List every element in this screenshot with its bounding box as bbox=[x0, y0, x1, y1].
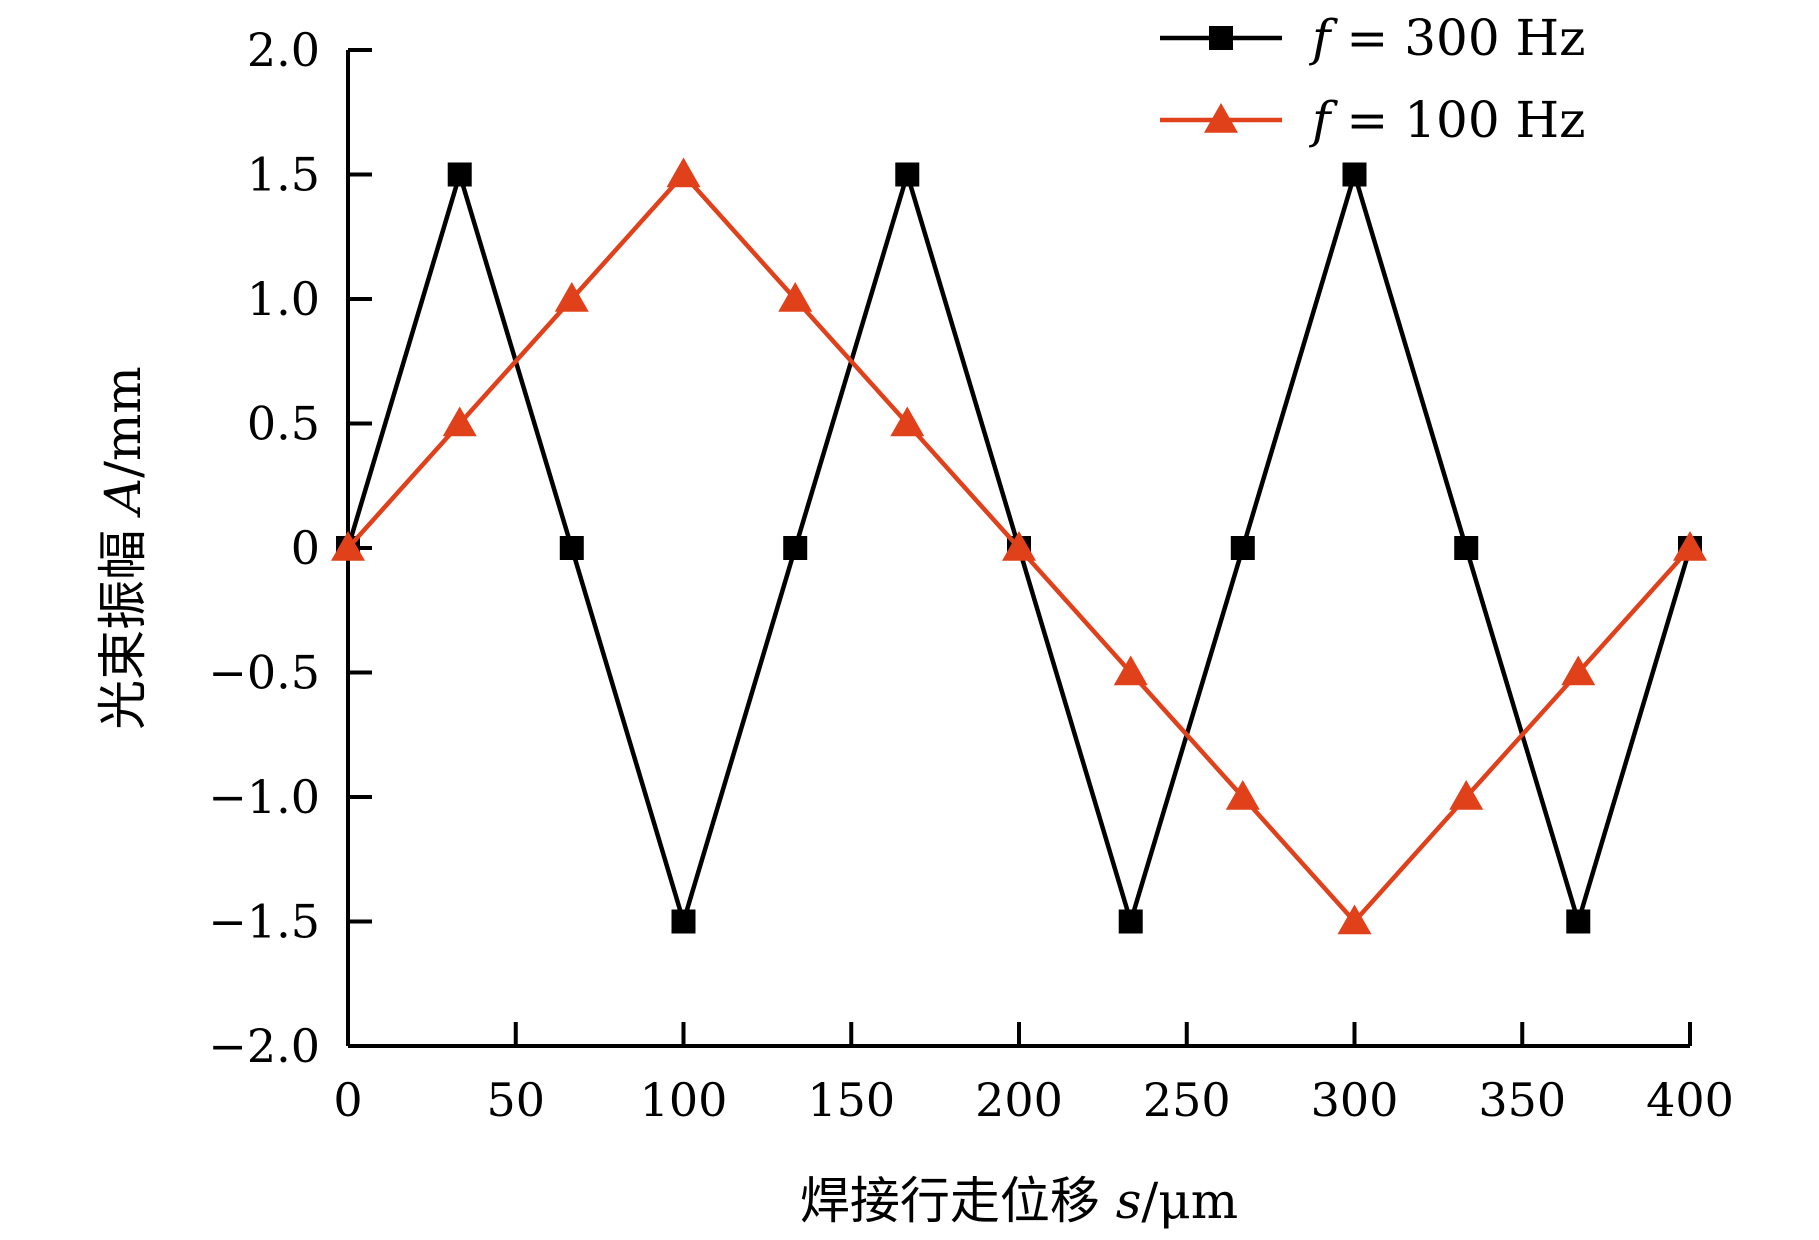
square-marker bbox=[559, 536, 584, 560]
series-layer bbox=[331, 157, 1707, 935]
square-marker bbox=[1454, 536, 1479, 560]
y-tick-label: 0.5 bbox=[247, 397, 320, 451]
square-marker bbox=[671, 909, 696, 934]
triangle-marker bbox=[1673, 531, 1707, 561]
x-tick-label: 400 bbox=[1646, 1073, 1734, 1127]
square-marker bbox=[447, 162, 472, 187]
legend-label: f = 300 Hz bbox=[1308, 9, 1585, 67]
x-tick-label: 350 bbox=[1478, 1073, 1566, 1127]
y-axis-title-unit: /mm bbox=[94, 366, 152, 478]
x-tick-label: 100 bbox=[640, 1073, 728, 1127]
x-axis-title-unit: /μm bbox=[1141, 1172, 1238, 1230]
x-tick-label: 300 bbox=[1311, 1073, 1399, 1127]
x-tick-label: 250 bbox=[1143, 1073, 1231, 1127]
legend-triangle-marker bbox=[1204, 103, 1238, 133]
y-tick-label: 1.5 bbox=[247, 148, 320, 202]
legend-label-rest: = 300 Hz bbox=[1331, 9, 1586, 67]
square-marker bbox=[1342, 162, 1367, 187]
legend-square-marker bbox=[1209, 26, 1233, 50]
triangle-marker bbox=[1337, 904, 1372, 935]
triangle-marker bbox=[442, 406, 477, 437]
axes: 2.01.51.00.50−0.5−1.0−1.5−2.00 50 100 150 20… bbox=[208, 23, 1734, 1127]
legend-label-rest: = 100 Hz bbox=[1331, 91, 1586, 149]
y-tick-label: −0.5 bbox=[208, 646, 320, 700]
triangle-marker bbox=[778, 282, 813, 312]
square-marker bbox=[1566, 909, 1591, 934]
x-axis-title-var: s bbox=[1116, 1172, 1142, 1230]
y-axis-title: 光束振幅 A/mm bbox=[94, 366, 152, 730]
square-marker bbox=[783, 536, 808, 560]
x-axis-title-prefix: 焊接行走位移 bbox=[800, 1172, 1116, 1230]
triangle-marker bbox=[554, 282, 589, 312]
y-tick-label: 2.0 bbox=[247, 23, 320, 77]
square-marker bbox=[1118, 909, 1143, 934]
x-tick-label: 200 bbox=[975, 1073, 1063, 1127]
y-tick-label: −2.0 bbox=[208, 1019, 320, 1073]
x-tick-label: 0 bbox=[333, 1073, 362, 1127]
triangle-marker bbox=[331, 531, 365, 561]
square-marker bbox=[1230, 536, 1255, 560]
triangle-marker bbox=[1002, 531, 1036, 561]
legend-label: f = 100 Hz bbox=[1308, 91, 1585, 149]
x-tick-label: 50 bbox=[486, 1073, 545, 1127]
series-2 bbox=[331, 157, 1707, 935]
x-tick-label: 150 bbox=[807, 1073, 895, 1127]
x-axis-title: 焊接行走位移 s/μm bbox=[800, 1172, 1238, 1230]
y-tick-label: −1.0 bbox=[208, 770, 320, 824]
y-axis-title-prefix: 光束振幅 bbox=[94, 514, 152, 730]
square-marker bbox=[895, 162, 920, 187]
triangle-marker bbox=[666, 157, 701, 188]
triangle-marker bbox=[1449, 780, 1484, 810]
triangle-marker bbox=[1113, 655, 1148, 686]
y-tick-label: 0 bbox=[291, 521, 320, 575]
y-tick-label: −1.5 bbox=[208, 895, 320, 949]
y-axis-title-var: A bbox=[94, 478, 152, 518]
triangle-marker bbox=[1561, 655, 1596, 686]
y-tick-label: 1.0 bbox=[247, 272, 320, 326]
legend: f = 300 Hz f = 100 Hz bbox=[1160, 9, 1585, 149]
triangle-marker bbox=[890, 406, 925, 437]
triangle-marker bbox=[1225, 780, 1260, 810]
